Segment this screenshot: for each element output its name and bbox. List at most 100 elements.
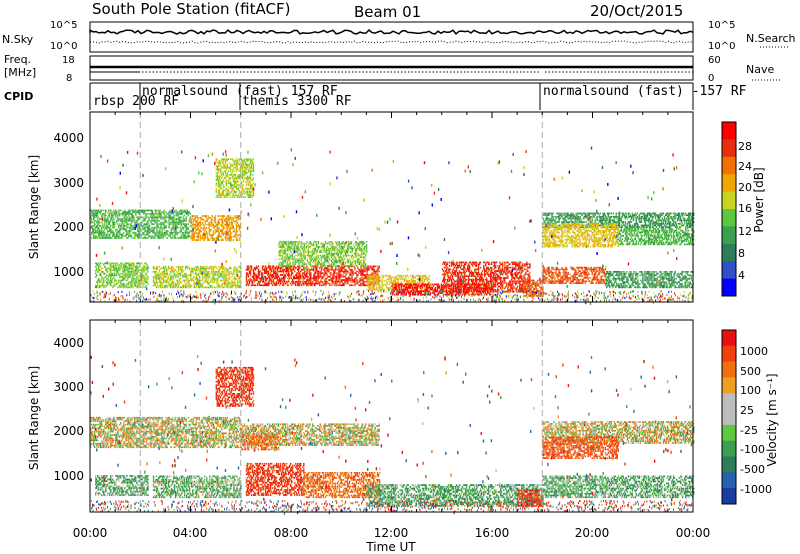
heatmap-cell bbox=[317, 272, 319, 274]
heatmap-cell bbox=[400, 281, 402, 284]
heatmap-cell bbox=[111, 264, 113, 266]
heatmap-cell bbox=[291, 270, 293, 273]
heatmap-cell bbox=[137, 274, 139, 277]
heatmap-cell bbox=[275, 284, 278, 287]
heatmap-cell bbox=[372, 277, 374, 280]
heatmap-cell bbox=[307, 279, 309, 281]
heatmap-cell bbox=[297, 275, 299, 278]
heatmap-cell bbox=[142, 211, 144, 213]
heatmap-cell bbox=[192, 271, 194, 273]
heatmap-cell bbox=[140, 269, 142, 271]
freq-strip: Freq. [MHz] 18 8 60 0 Nave bbox=[4, 53, 780, 84]
heatmap-cell bbox=[227, 286, 229, 289]
heatmap-cell bbox=[367, 267, 369, 269]
heatmap-cell bbox=[134, 274, 136, 277]
heatmap-cell bbox=[228, 173, 231, 176]
heatmap-cell bbox=[364, 258, 367, 260]
heatmap-cell bbox=[111, 272, 113, 275]
heatmap-cell bbox=[137, 209, 139, 212]
heatmap-cell bbox=[127, 216, 129, 219]
heatmap-cell bbox=[246, 274, 249, 276]
heatmap-cell bbox=[229, 192, 232, 195]
heatmap-cell bbox=[306, 265, 308, 268]
heatmap-cell bbox=[237, 218, 240, 221]
heatmap-cell bbox=[375, 270, 377, 273]
heatmap-cell bbox=[116, 283, 118, 285]
heatmap-cell bbox=[237, 283, 239, 285]
heatmap-cell bbox=[96, 230, 98, 232]
heatmap-cell bbox=[93, 231, 95, 234]
heatmap-cell bbox=[168, 219, 170, 222]
heatmap-cell bbox=[298, 268, 300, 271]
heatmap-cell bbox=[93, 218, 95, 220]
heatmap-cell bbox=[221, 283, 223, 285]
heatmap-cell bbox=[378, 267, 380, 269]
heatmap-cell bbox=[365, 251, 368, 253]
heatmap-cell bbox=[95, 272, 97, 275]
heatmap-cell bbox=[361, 268, 363, 271]
heatmap-cell bbox=[150, 216, 152, 219]
heatmap-cell bbox=[91, 211, 93, 213]
heatmap-cell bbox=[347, 249, 350, 252]
heatmap-cell bbox=[140, 225, 142, 227]
heatmap-cell bbox=[213, 277, 215, 280]
heatmap-cell bbox=[358, 241, 361, 243]
heatmap-cell bbox=[361, 249, 364, 252]
heatmap-cell bbox=[207, 281, 209, 284]
heatmap-cell bbox=[245, 274, 248, 276]
heatmap-cell bbox=[197, 267, 199, 270]
heatmap-cell bbox=[404, 276, 406, 279]
freq-tick-bottom: 8 bbox=[66, 73, 72, 84]
heatmap-cell bbox=[273, 284, 276, 287]
heatmap-cell bbox=[212, 267, 214, 270]
heatmap-cell bbox=[137, 235, 139, 238]
heatmap-cell bbox=[295, 247, 297, 250]
heatmap-cell bbox=[118, 225, 120, 227]
heatmap-cell bbox=[142, 269, 144, 271]
heatmap-cell bbox=[122, 272, 124, 275]
heatmap-cell bbox=[233, 177, 236, 179]
heatmap-cell bbox=[237, 180, 240, 183]
heatmap-cell bbox=[204, 279, 206, 282]
heatmap-cell bbox=[223, 283, 225, 285]
heatmap-cell bbox=[204, 265, 206, 268]
heatmap-cell bbox=[315, 279, 317, 281]
heatmap-cell bbox=[251, 275, 254, 278]
heatmap-cell bbox=[221, 223, 224, 226]
heatmap-cell bbox=[396, 287, 398, 289]
heatmap-cell bbox=[176, 221, 178, 224]
heatmap-cell bbox=[318, 261, 320, 264]
heatmap-cell bbox=[306, 244, 308, 247]
heatmap-cell bbox=[245, 177, 248, 179]
heatmap-cell bbox=[300, 280, 302, 283]
heatmap-cell bbox=[219, 196, 221, 198]
heatmap-cell bbox=[240, 177, 243, 179]
heatmap-cell bbox=[314, 258, 316, 260]
heatmap-cell bbox=[244, 161, 247, 164]
heatmap-cell bbox=[325, 284, 327, 287]
heatmap-cell bbox=[213, 269, 215, 271]
heatmap-cell bbox=[241, 194, 244, 197]
heatmap-cell bbox=[205, 277, 207, 280]
heatmap-cell bbox=[182, 216, 184, 219]
heatmap-cell bbox=[211, 234, 213, 236]
heatmap-cell bbox=[137, 276, 139, 278]
heatmap-cell bbox=[103, 209, 105, 212]
heatmap-cell bbox=[313, 244, 315, 247]
heatmap-cell bbox=[290, 267, 292, 269]
heatmap-cell bbox=[304, 254, 306, 257]
heatmap-cell bbox=[352, 284, 354, 287]
heatmap-cell bbox=[324, 256, 327, 259]
heatmap-cell bbox=[190, 237, 192, 240]
heatmap-cell bbox=[205, 220, 207, 222]
heatmap-cell bbox=[236, 267, 238, 270]
heatmap-cell bbox=[137, 230, 139, 232]
heatmap-cell bbox=[205, 215, 207, 217]
heatmap-cell bbox=[264, 282, 267, 285]
heatmap-cell bbox=[215, 237, 217, 240]
heatmap-cell bbox=[130, 267, 132, 270]
heatmap-cell bbox=[296, 267, 298, 269]
heatmap-cell bbox=[341, 267, 343, 269]
heatmap-cell bbox=[359, 241, 362, 243]
heatmap-cell bbox=[312, 259, 314, 262]
